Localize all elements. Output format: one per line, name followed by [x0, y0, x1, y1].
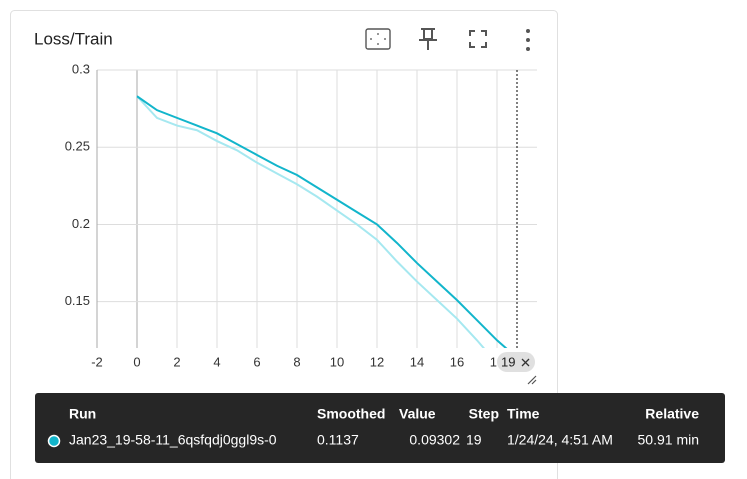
series-line	[136, 95, 485, 348]
tooltip-cell: 50.91 min	[638, 432, 699, 448]
tooltip-header: Relative	[645, 406, 699, 422]
x-tick-label: 6	[253, 354, 260, 369]
x-tick-label: 4	[213, 354, 220, 369]
card-title: Loss/Train	[34, 29, 113, 48]
resize-handle[interactable]	[527, 375, 537, 385]
x-tick-label: 14	[410, 354, 424, 369]
card	[10, 10, 558, 479]
tooltip	[35, 393, 725, 463]
series-line	[136, 95, 508, 348]
fullscreen-button[interactable]	[469, 30, 487, 48]
tooltip-cell: Jan23_19-58-11_6qsfqdj0ggl9s-0	[69, 432, 277, 448]
x-tick-label: 10	[330, 354, 344, 369]
tooltip-cell: 0.1137	[317, 432, 359, 448]
close-icon[interactable]	[521, 358, 530, 367]
tooltip-header: Step	[469, 406, 499, 422]
x-tick-label: 12	[370, 354, 384, 369]
tooltip-header: Run	[69, 406, 96, 422]
tooltip-cell: 0.09302	[409, 432, 460, 448]
y-tick-label: 0.25	[65, 139, 90, 154]
x-tick-label: -2	[91, 354, 103, 369]
fit-domain-button[interactable]	[365, 28, 391, 50]
tooltip-cell: 1/24/24, 4:51 AM	[507, 432, 613, 448]
x-tick-label: 8	[293, 354, 300, 369]
tooltip-header: Smoothed	[317, 406, 385, 422]
x-tick-label: 16	[450, 354, 464, 369]
tooltip-header: Time	[507, 406, 540, 422]
pin-button[interactable]	[419, 28, 437, 50]
hover-badge[interactable]	[497, 352, 535, 372]
more-button[interactable]	[526, 29, 530, 51]
hover-step: 19	[501, 354, 515, 369]
y-tick-label: 0.3	[72, 61, 90, 76]
tooltip-cell: 19	[466, 432, 482, 448]
run-color	[47, 434, 61, 448]
tooltip-header: Value	[399, 406, 436, 422]
y-tick-label: 0.15	[65, 293, 90, 308]
y-tick-label: 0.2	[72, 216, 90, 231]
x-tick-label: 2	[173, 354, 180, 369]
x-tick-label: 0	[133, 354, 140, 369]
